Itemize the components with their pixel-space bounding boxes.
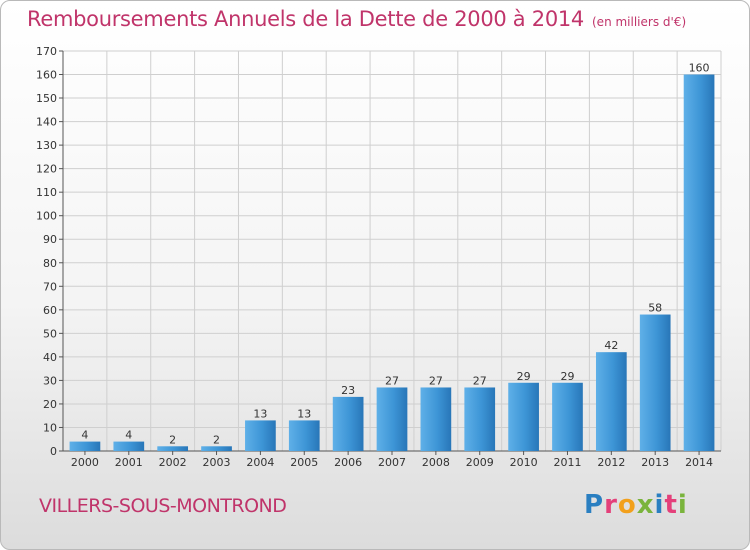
y-tick-label: 10 bbox=[43, 421, 57, 434]
title-unit: (en milliers d'€) bbox=[592, 15, 687, 29]
bar bbox=[639, 314, 671, 451]
y-tick-label: 120 bbox=[36, 163, 57, 176]
bar bbox=[420, 387, 452, 451]
data-label: 2 bbox=[169, 433, 176, 446]
y-tick-label: 150 bbox=[36, 92, 57, 105]
bar bbox=[245, 420, 276, 451]
proxiti-logo: Proxiti bbox=[584, 490, 688, 520]
x-tick-label: 2002 bbox=[159, 456, 187, 469]
x-tick-label: 2006 bbox=[334, 456, 362, 469]
y-tick-label: 20 bbox=[43, 398, 57, 411]
x-tick-label: 2012 bbox=[597, 456, 625, 469]
data-label: 4 bbox=[81, 429, 88, 442]
logo-letter: i bbox=[654, 490, 665, 520]
bar bbox=[376, 387, 408, 451]
bar bbox=[595, 352, 627, 451]
bars bbox=[69, 74, 715, 451]
y-tick-label: 50 bbox=[43, 327, 57, 340]
data-label: 58 bbox=[648, 302, 662, 315]
y-tick-label: 170 bbox=[36, 45, 57, 58]
data-label: 2 bbox=[213, 433, 220, 446]
commune-name: VILLERS-SOUS-MONTROND bbox=[39, 495, 287, 517]
bar bbox=[157, 446, 189, 451]
data-label: 27 bbox=[429, 374, 443, 387]
bar bbox=[69, 441, 101, 451]
y-tick-label: 130 bbox=[36, 139, 57, 152]
logo-letter: x bbox=[636, 490, 655, 520]
bar bbox=[552, 382, 583, 451]
y-tick-label: 90 bbox=[43, 233, 57, 246]
bar bbox=[683, 74, 715, 451]
y-tick-label: 0 bbox=[50, 445, 57, 458]
logo-letter: t bbox=[664, 490, 678, 520]
x-tick-label: 2008 bbox=[422, 456, 450, 469]
logo-letter: r bbox=[604, 490, 618, 520]
data-label: 42 bbox=[604, 339, 618, 352]
bar bbox=[113, 441, 145, 451]
x-tick-label: 2000 bbox=[71, 456, 99, 469]
chart-title: Remboursements Annuels de la Dette de 20… bbox=[27, 7, 686, 31]
data-label: 13 bbox=[297, 407, 311, 420]
data-label: 29 bbox=[560, 370, 574, 383]
data-label: 29 bbox=[517, 370, 531, 383]
labels: 0 10 20 30 40 50 60 70 80 90 100 110 120 130 140 150 160… bbox=[36, 45, 713, 469]
y-tick-label: 70 bbox=[43, 280, 57, 293]
y-tick-label: 40 bbox=[43, 351, 57, 364]
x-tick-label: 2010 bbox=[510, 456, 538, 469]
data-label: 160 bbox=[689, 62, 710, 75]
bar bbox=[508, 382, 539, 451]
data-label: 23 bbox=[341, 384, 355, 397]
x-tick-label: 2007 bbox=[378, 456, 406, 469]
data-label: 27 bbox=[385, 374, 399, 387]
x-tick-label: 2013 bbox=[641, 456, 669, 469]
data-label: 13 bbox=[253, 407, 267, 420]
y-tick-label: 100 bbox=[36, 210, 57, 223]
y-tick-label: 140 bbox=[36, 116, 57, 129]
data-label: 27 bbox=[473, 374, 487, 387]
y-tick-label: 30 bbox=[43, 374, 57, 387]
bar bbox=[288, 420, 320, 451]
logo-letter: P bbox=[584, 490, 605, 520]
y-tick-label: 60 bbox=[43, 304, 57, 317]
logo-letter: i bbox=[677, 490, 688, 520]
logo-letter: o bbox=[617, 490, 637, 520]
x-tick-label: 2014 bbox=[685, 456, 713, 469]
y-tick-label: 80 bbox=[43, 257, 57, 270]
x-tick-label: 2001 bbox=[115, 456, 143, 469]
x-tick-label: 2011 bbox=[553, 456, 581, 469]
x-tick-label: 2009 bbox=[466, 456, 494, 469]
title-text: Remboursements Annuels de la Dette de 20… bbox=[27, 7, 584, 31]
x-tick-label: 2003 bbox=[203, 456, 231, 469]
bar bbox=[332, 396, 364, 451]
y-tick-label: 110 bbox=[36, 186, 57, 199]
x-tick-label: 2005 bbox=[290, 456, 318, 469]
x-tick-label: 2004 bbox=[246, 456, 274, 469]
data-label: 4 bbox=[125, 429, 132, 442]
bar bbox=[201, 446, 232, 451]
bar bbox=[464, 387, 496, 451]
y-tick-label: 160 bbox=[36, 69, 57, 82]
